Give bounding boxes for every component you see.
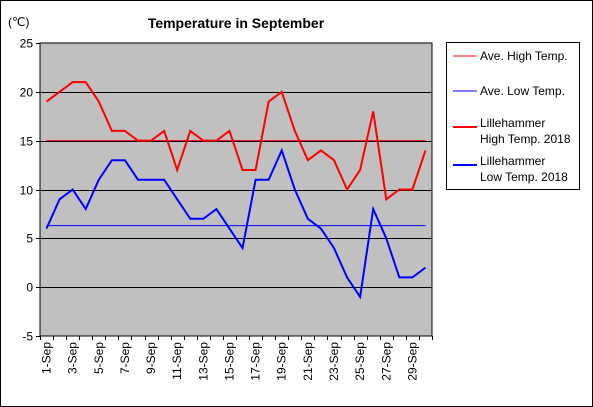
- plot-area: [39, 42, 433, 337]
- series-lines: [45, 81, 427, 300]
- legend-entry-2: Ave. Low Temp.: [453, 84, 565, 98]
- y-tick-label: 10: [20, 184, 34, 198]
- y-tick-label: 20: [20, 86, 34, 100]
- legend-label: Ave. Low Temp.: [480, 84, 565, 98]
- legend-entry-4: Lillehammer Low Temp. 2018: [453, 154, 568, 184]
- x-tick-label: 29-Sep: [405, 342, 419, 381]
- x-tick-label: 5-Sep: [92, 342, 106, 374]
- x-tick-label: 25-Sep: [353, 342, 367, 381]
- x-axis-ticks: 1-Sep 3-Sep 5-Sep 7-Sep 9-Sep 11-Sep 13-Sep 15-…: [40, 336, 433, 381]
- series-line-4: [45, 147, 427, 300]
- y-tick-label: 25: [20, 37, 34, 51]
- legend-label: Ave. High Temp.: [480, 49, 568, 63]
- y-axis-ticks: -5 0 5 10 15 20 25: [20, 37, 40, 344]
- legend-label: Lillehammer Low Temp. 2018: [480, 154, 568, 184]
- legend: Ave. High Temp. Ave. Low Temp. Lillehammer…: [453, 49, 571, 184]
- y-tick-label: 5: [26, 232, 33, 246]
- series-line-3: [45, 81, 427, 202]
- x-tick-label: 15-Sep: [222, 342, 236, 381]
- y-tick-label: -5: [22, 330, 33, 344]
- y-axis-unit-label: (℃): [8, 15, 29, 29]
- legend-entry-3: Lillehammer High Temp. 2018: [453, 116, 571, 146]
- x-tick-label: 1-Sep: [40, 342, 54, 374]
- legend-entry-1: Ave. High Temp.: [453, 49, 568, 63]
- x-tick-label: 27-Sep: [379, 342, 393, 381]
- x-tick-label: 17-Sep: [249, 342, 263, 381]
- x-tick-label: 11-Sep: [170, 342, 184, 380]
- x-tick-label: 19-Sep: [275, 342, 289, 381]
- x-tick-label: 9-Sep: [144, 342, 158, 374]
- y-tick-label: 0: [26, 281, 33, 295]
- x-tick-label: 21-Sep: [301, 342, 315, 381]
- x-tick-label: 3-Sep: [66, 342, 80, 374]
- x-tick-label: 13-Sep: [196, 342, 210, 381]
- chart-title: Temperature in September: [148, 15, 325, 31]
- x-tick-label: 7-Sep: [118, 342, 132, 374]
- y-tick-label: 15: [20, 135, 34, 149]
- x-tick-label: 23-Sep: [327, 342, 341, 381]
- legend-label: Lillehammer High Temp. 2018: [480, 116, 571, 146]
